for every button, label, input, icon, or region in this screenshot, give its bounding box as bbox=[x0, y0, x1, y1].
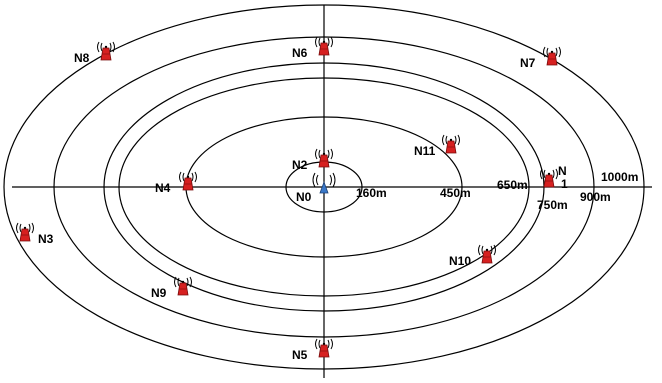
ring-label-900m: 900m bbox=[580, 190, 611, 204]
node-label-n2: N2 bbox=[292, 158, 308, 172]
node-label-n5: N5 bbox=[292, 348, 308, 362]
sensor-node-n10: N10 bbox=[449, 244, 496, 268]
sensor-nodes: N1 N2 N3 N4 N5 N6 N7 N8 N9 N10 N11 bbox=[16, 36, 568, 362]
sensor-node-n2: N2 bbox=[292, 148, 333, 172]
ring-label-160m: 160m bbox=[356, 186, 387, 200]
antenna-icon bbox=[97, 41, 115, 53]
node-label-n4: N4 bbox=[155, 181, 171, 195]
antenna-icon bbox=[478, 244, 496, 256]
antenna-icon bbox=[442, 134, 460, 146]
node-label-n7: N7 bbox=[520, 56, 536, 70]
sensor-node-n6: N6 bbox=[292, 36, 333, 60]
node-label-n3: N3 bbox=[38, 232, 54, 246]
node-label-n8: N8 bbox=[74, 51, 90, 65]
sensor-node-n3: N3 bbox=[16, 222, 54, 246]
sensor-node-n4: N4 bbox=[155, 171, 197, 195]
node-label-n10: N10 bbox=[449, 254, 471, 268]
ring-label-750m: 750m bbox=[537, 198, 568, 212]
sensor-node-n9: N9 bbox=[151, 276, 192, 300]
antenna-icon bbox=[312, 172, 336, 188]
ring-label-1000m: 1000m bbox=[601, 170, 638, 184]
center-node-n0: N0 bbox=[296, 172, 336, 204]
ring-label-450m: 450m bbox=[440, 186, 471, 200]
sensor-node-n5: N5 bbox=[292, 338, 333, 362]
node-label-n1-suffix: 1 bbox=[561, 177, 568, 191]
node-label-n1: N bbox=[558, 164, 567, 178]
sensor-node-n7: N7 bbox=[520, 46, 561, 70]
antenna-icon bbox=[174, 276, 192, 288]
node-label-n11: N11 bbox=[414, 144, 436, 158]
ring-1000m bbox=[3, 4, 645, 370]
sensor-node-n8: N8 bbox=[74, 41, 115, 65]
node-label-n6: N6 bbox=[292, 46, 308, 60]
ring-label-650m: 650m bbox=[497, 178, 528, 192]
antenna-icon bbox=[16, 222, 34, 234]
node-label-n0: N0 bbox=[296, 190, 312, 204]
ring-650m bbox=[118, 77, 530, 297]
node-label-n9: N9 bbox=[151, 286, 167, 300]
sensor-node-n1: N1 bbox=[540, 164, 568, 191]
antenna-icon bbox=[315, 338, 333, 350]
ring-900m bbox=[53, 36, 595, 338]
sensor-node-n11: N11 bbox=[414, 134, 460, 158]
blue-node-icon bbox=[319, 180, 329, 194]
